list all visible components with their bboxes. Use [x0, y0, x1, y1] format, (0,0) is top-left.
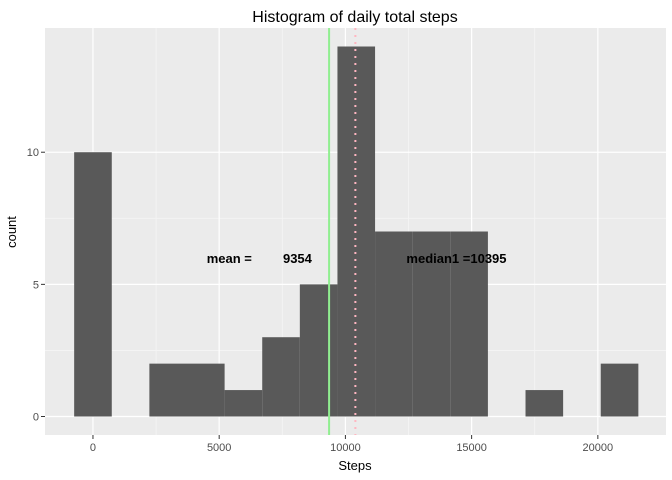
y-axis: 0 5 10 — [27, 147, 45, 424]
histogram-bar — [186, 363, 225, 417]
histogram-bar — [262, 337, 300, 417]
x-tick-label: 15000 — [456, 442, 487, 454]
x-axis: 0 5000 10000 15000 20000 — [90, 435, 613, 454]
reference-lines — [328, 28, 357, 435]
histogram-bar — [412, 231, 451, 417]
y-tick-label: 0 — [33, 412, 39, 424]
annotation-label: mean = — [207, 251, 253, 266]
x-tick-label: 10000 — [330, 442, 361, 454]
x-tick-label: 5000 — [207, 442, 231, 454]
y-axis-title: count — [4, 216, 19, 248]
histogram-bar — [450, 231, 488, 417]
annotation-label: median1 =10395 — [406, 251, 506, 266]
histogram-bars — [74, 46, 639, 417]
annotation-label: 9354 — [283, 251, 313, 266]
histogram-bar — [149, 363, 187, 417]
histogram-bar — [299, 284, 338, 417]
y-tick-label: 10 — [27, 147, 39, 159]
histogram-bar — [525, 390, 564, 417]
histogram-bar — [600, 363, 639, 417]
histogram-bar — [74, 152, 112, 417]
chart-title: Histogram of daily total steps — [252, 9, 457, 26]
x-tick-label: 0 — [90, 442, 96, 454]
x-tick-label: 20000 — [583, 442, 614, 454]
y-tick-label: 5 — [33, 279, 39, 291]
histogram-bar — [375, 231, 413, 417]
annotations: mean = 9354 median1 =10395 — [207, 251, 507, 266]
x-axis-title: Steps — [338, 458, 372, 473]
histogram-bar — [224, 390, 263, 417]
